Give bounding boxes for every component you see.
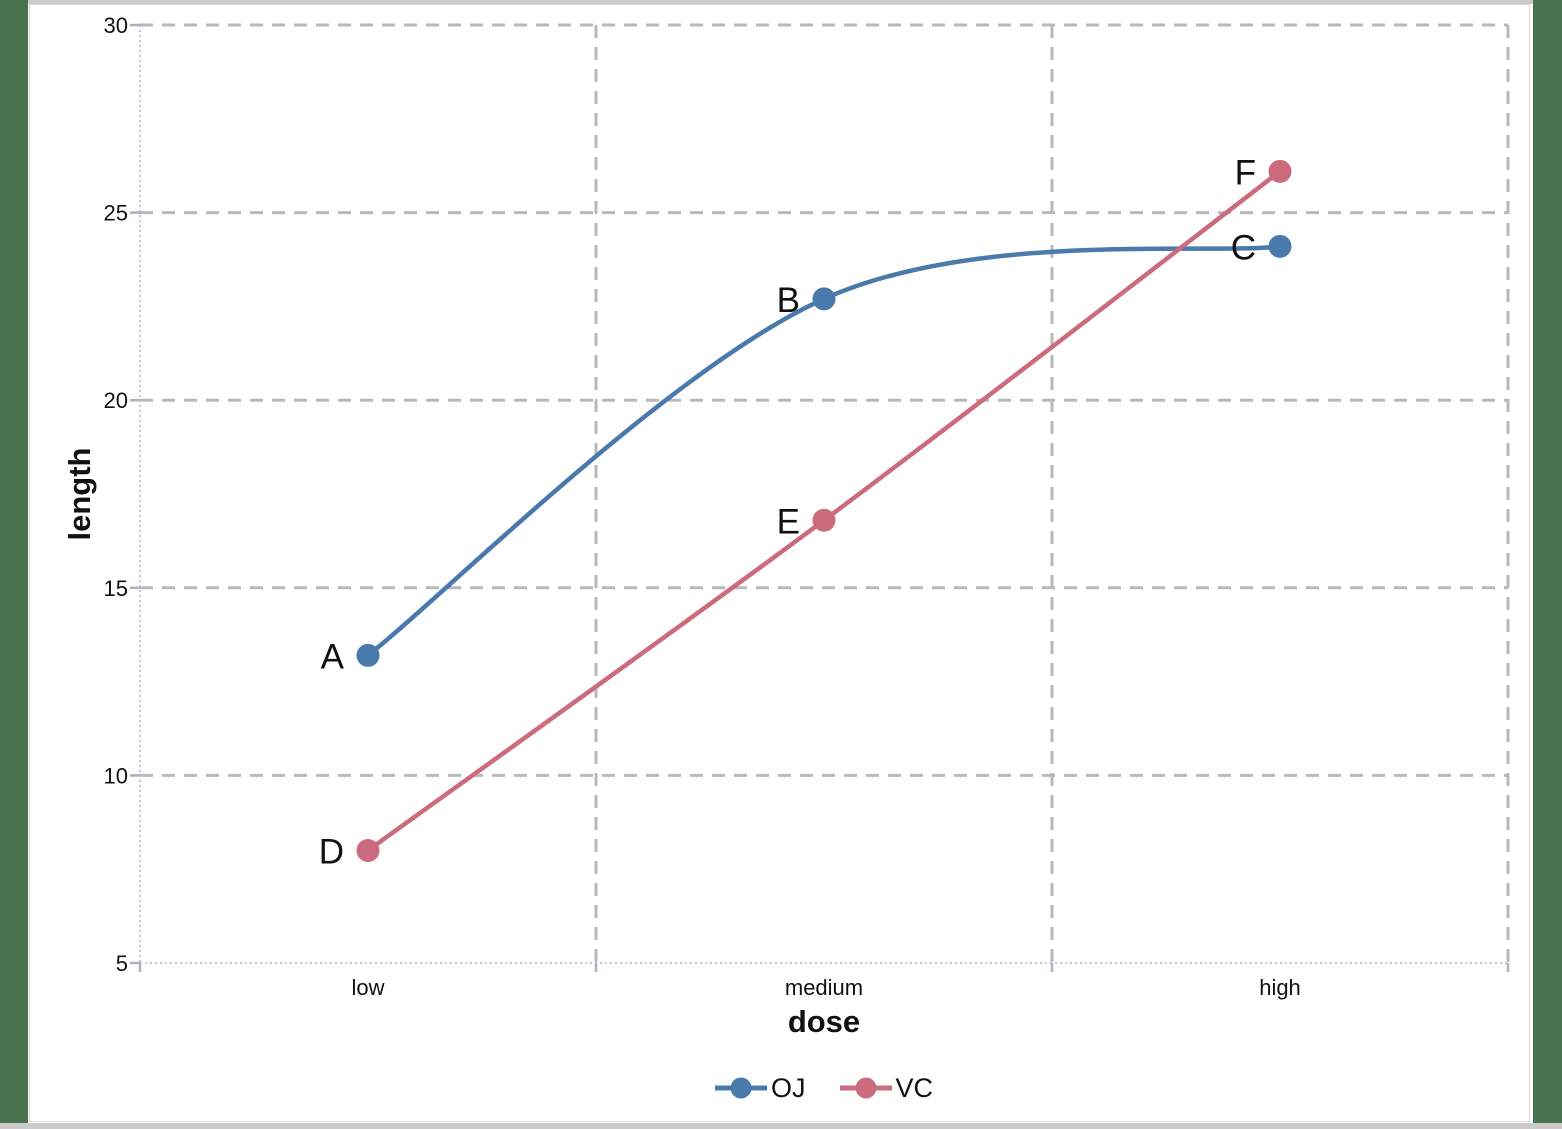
data-point-VC-low — [356, 838, 380, 862]
y-tick-label: 5 — [116, 951, 128, 976]
chart-legend: OJ VC — [140, 1068, 1508, 1108]
legend-item-VC: VC — [839, 1072, 934, 1104]
point-label: A — [321, 637, 345, 676]
y-tick-label: 15 — [104, 576, 128, 601]
y-tick-label: 10 — [104, 763, 128, 788]
x-tick-label: low — [351, 975, 384, 1000]
data-point-VC-medium — [812, 508, 836, 532]
y-tick-label: 25 — [104, 201, 128, 226]
point-label: E — [777, 502, 800, 541]
legend-label: VC — [895, 1072, 934, 1103]
window-frame-bottom — [0, 1123, 1562, 1129]
data-point-OJ-low — [356, 643, 380, 667]
point-label: C — [1231, 228, 1256, 267]
x-tick-label: high — [1259, 975, 1301, 1000]
window-frame-top — [28, 0, 1533, 4]
point-label: F — [1235, 153, 1256, 192]
chart-canvas — [29, 4, 1530, 1122]
legend-item-OJ: OJ — [714, 1072, 806, 1104]
y-tick-label: 30 — [104, 13, 128, 38]
legend-label: OJ — [770, 1072, 806, 1103]
y-axis-title: length — [62, 447, 97, 541]
data-point-OJ-high — [1268, 234, 1292, 258]
legend-marker-icon — [714, 1077, 767, 1099]
data-point-VC-high — [1268, 159, 1292, 183]
data-point-OJ-medium — [812, 287, 836, 311]
point-label: B — [777, 281, 800, 320]
x-tick-label: medium — [785, 975, 863, 1000]
y-tick-label: 20 — [104, 388, 128, 413]
x-axis-title: dose — [787, 1004, 861, 1039]
legend-marker-icon — [839, 1077, 892, 1099]
window-frame-left — [0, 0, 28, 1123]
point-label: D — [319, 832, 344, 871]
window-frame-right — [1533, 0, 1562, 1123]
